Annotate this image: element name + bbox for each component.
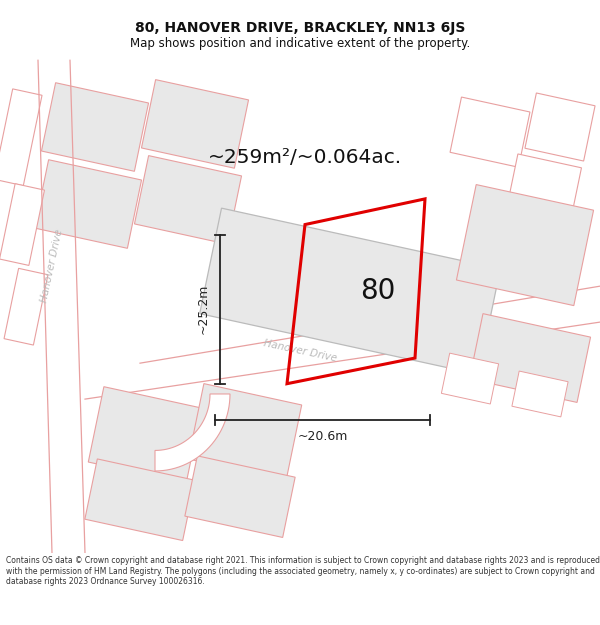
- Polygon shape: [85, 459, 195, 541]
- Polygon shape: [155, 394, 230, 471]
- Polygon shape: [134, 156, 242, 244]
- Text: Map shows position and indicative extent of the property.: Map shows position and indicative extent…: [130, 38, 470, 50]
- Text: 80, HANOVER DRIVE, BRACKLEY, NN13 6JS: 80, HANOVER DRIVE, BRACKLEY, NN13 6JS: [135, 21, 465, 35]
- Text: Contains OS data © Crown copyright and database right 2021. This information is : Contains OS data © Crown copyright and d…: [6, 556, 600, 586]
- Polygon shape: [4, 268, 48, 345]
- Polygon shape: [88, 387, 202, 483]
- Polygon shape: [450, 97, 530, 168]
- Polygon shape: [185, 456, 295, 538]
- Polygon shape: [509, 154, 581, 213]
- Polygon shape: [0, 89, 42, 186]
- Text: ~259m²/~0.064ac.: ~259m²/~0.064ac.: [208, 148, 402, 168]
- Polygon shape: [525, 93, 595, 161]
- Text: ~25.2m: ~25.2m: [197, 284, 210, 334]
- Polygon shape: [0, 184, 44, 266]
- Text: Hanover Drive: Hanover Drive: [262, 338, 338, 364]
- Polygon shape: [34, 160, 142, 248]
- Polygon shape: [41, 82, 149, 171]
- Polygon shape: [457, 184, 593, 306]
- Text: 80: 80: [361, 278, 395, 305]
- Text: ~20.6m: ~20.6m: [298, 430, 347, 443]
- Polygon shape: [512, 371, 568, 417]
- Polygon shape: [142, 79, 248, 168]
- Polygon shape: [442, 353, 499, 404]
- Polygon shape: [469, 314, 590, 402]
- Polygon shape: [188, 384, 302, 480]
- Polygon shape: [200, 208, 500, 374]
- Text: Hanover Drive: Hanover Drive: [40, 228, 65, 303]
